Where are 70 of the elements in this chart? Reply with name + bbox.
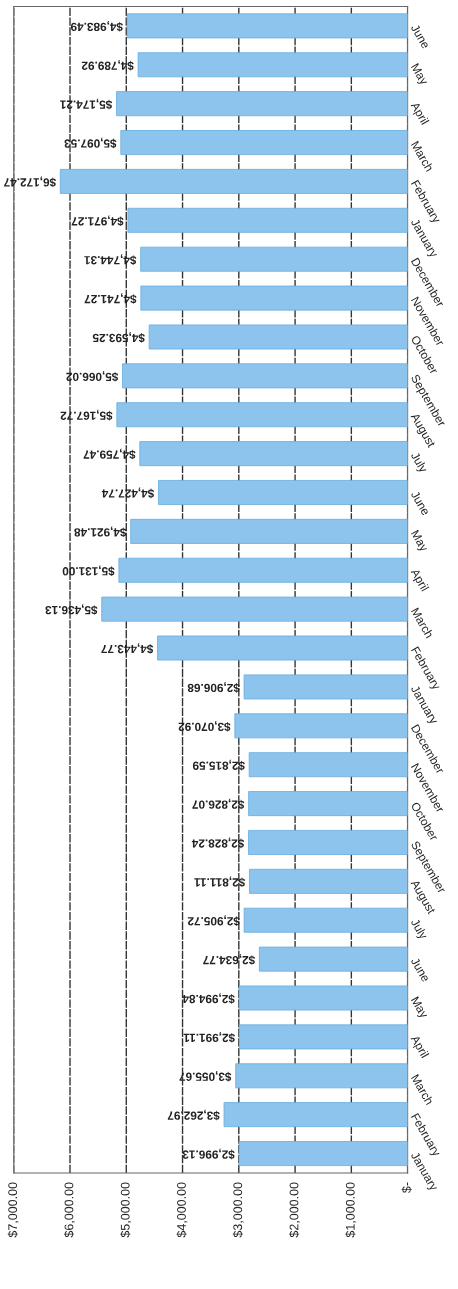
bar [130, 518, 408, 544]
bar [140, 285, 408, 311]
data-label: $4,427.74 [101, 487, 155, 499]
bar [238, 1024, 408, 1050]
data-label: $2,828.24 [191, 837, 245, 849]
bar [235, 1063, 408, 1089]
data-label: $4,741.27 [84, 293, 137, 304]
data-label: $2,811.11 [194, 876, 246, 888]
data-label: $3,070.92 [178, 720, 231, 732]
data-label: $2,815.59 [192, 759, 245, 771]
data-label: $2,634.77 [203, 954, 256, 965]
data-label: $5,131.00 [62, 565, 115, 576]
bar [234, 713, 408, 739]
data-label: $2,994.84 [182, 993, 235, 1004]
data-label: $2,906.68 [187, 682, 240, 693]
bar [116, 91, 408, 117]
bar [127, 207, 408, 233]
bar [238, 985, 408, 1011]
bar [248, 791, 408, 817]
x-tick-label: $4,000.00 [176, 1182, 188, 1238]
data-label: $6,172.47 [4, 176, 56, 188]
x-tick-label: $5,000.00 [120, 1182, 132, 1238]
data-label: $4,789.92 [81, 59, 134, 71]
x-tick-label: $2,000.00 [289, 1182, 300, 1238]
bar [158, 480, 408, 505]
x-tick-label: $6,000.00 [63, 1182, 75, 1238]
bar [248, 829, 408, 855]
x-tick-label: $7,000.00 [7, 1182, 19, 1238]
bar [116, 402, 408, 428]
bar [248, 752, 408, 778]
bar [101, 596, 408, 622]
bar [118, 557, 408, 583]
data-label: $3,055.67 [179, 1070, 232, 1082]
x-tick-label: $- [401, 1182, 412, 1193]
bar [243, 674, 408, 700]
data-label: $5,174.21 [60, 98, 113, 110]
bar [258, 946, 408, 972]
data-label: $4,759.47 [83, 448, 136, 460]
bar [238, 1141, 408, 1167]
bar [122, 363, 408, 389]
data-label: $4,443.77 [101, 643, 154, 654]
data-label: $5,436.13 [45, 604, 98, 615]
data-label: $2,826.07 [192, 798, 245, 810]
data-label: $2,996.13 [182, 1148, 235, 1160]
bar [157, 635, 408, 661]
y-tick-label: July [408, 917, 429, 942]
data-label: $5,167.72 [60, 409, 113, 421]
data-label: $5,066.02 [66, 370, 119, 382]
bar [59, 168, 408, 194]
bar [223, 1102, 408, 1128]
data-label: $4,744.31 [84, 254, 137, 265]
data-label: $2,991.11 [183, 1032, 235, 1043]
bar [148, 324, 408, 350]
data-label: $4,921.48 [74, 526, 127, 538]
y-tick-label: July [408, 451, 429, 475]
x-tick-label: $3,000.00 [232, 1182, 244, 1238]
data-label: $4,983.49 [70, 21, 123, 32]
bar [243, 907, 408, 933]
bar [249, 868, 408, 894]
bar [139, 441, 408, 467]
data-label: $4,971.27 [71, 215, 124, 227]
data-label: $4,593.25 [92, 332, 145, 343]
x-tick-label: $1,000.00 [345, 1182, 357, 1238]
data-label: $3,262.97 [167, 1109, 220, 1121]
bar [140, 246, 408, 272]
data-label: $2,905.72 [187, 915, 240, 926]
bar [126, 13, 408, 39]
bar [120, 130, 408, 156]
bar [137, 52, 408, 78]
data-label: $5,097.53 [64, 137, 117, 149]
